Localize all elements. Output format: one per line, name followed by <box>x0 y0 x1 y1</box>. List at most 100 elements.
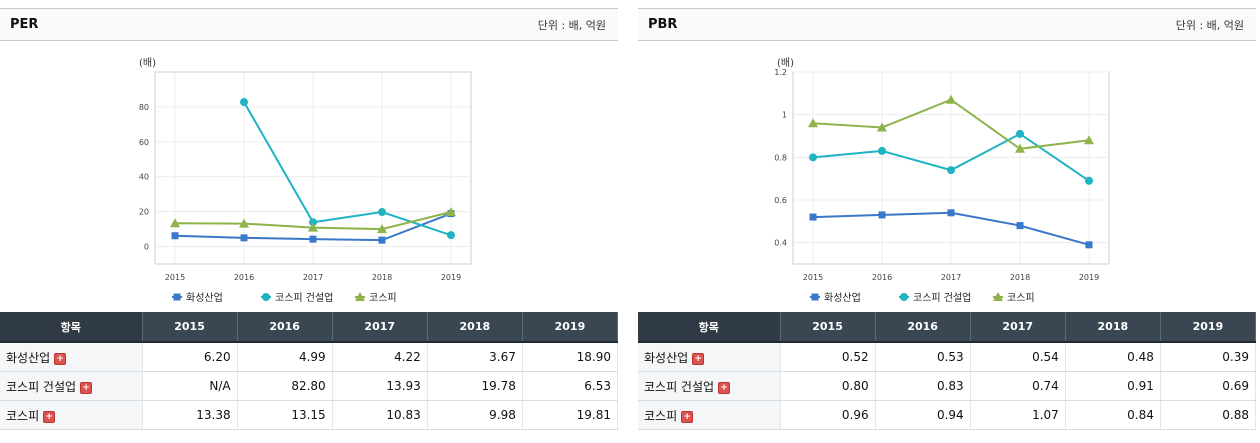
row-label: 화성산업 <box>644 350 689 365</box>
pbr-chart: 0.4 0.6 0.8 1 1.2 2015 2016 2017 2018 2019 (배) 화성산업… <box>774 57 1110 304</box>
per-chart: 0 20 40 60 80 2015 2016 2017 2018 2019 (배) 화성산업 코스피 … <box>139 57 472 304</box>
value-cell: 0.91 <box>1065 371 1161 401</box>
pbr-header-year: 2016 <box>875 312 971 343</box>
per-x-tick-label: 2017 <box>303 273 323 282</box>
per-header: PER 단위 : 배, 억원 <box>0 8 618 41</box>
per-header-item: 항목 <box>0 312 143 343</box>
per-header-year: 2017 <box>332 312 428 343</box>
expand-plus-icon[interactable]: + <box>692 352 705 365</box>
pbr-legend-label: 화성산업 <box>824 291 861 304</box>
pbr-data-point <box>878 146 886 155</box>
pbr-table: 항목 2015 2016 2017 2018 2019 화성산업 + 0.52 0… <box>638 312 1257 430</box>
per-header-year: 2015 <box>142 312 238 343</box>
per-y-tick-label: 60 <box>139 138 149 147</box>
per-legend-label: 코스피 <box>369 292 397 304</box>
per-title: PER <box>10 17 39 32</box>
pbr-header-year: 2018 <box>1065 312 1161 343</box>
pbr-x-tick-label: 2018 <box>1010 273 1030 282</box>
table-row: 화성산업 + 0.52 0.53 0.54 0.48 0.39 <box>638 342 1257 372</box>
pbr-data-point <box>1016 222 1024 230</box>
per-unit: 단위 : 배, 억원 <box>537 19 606 32</box>
pbr-data-point <box>1084 135 1094 145</box>
per-legend-marker <box>355 292 365 301</box>
pbr-data-point <box>1015 143 1025 153</box>
per-y-tick-label: 80 <box>139 103 149 112</box>
value-cell: 6.20 <box>142 342 238 372</box>
per-header-year: 2018 <box>427 312 523 343</box>
per-panel: PER 단위 : 배, 억원 0 20 40 60 80 2015 2016 2017 2018… <box>0 8 619 438</box>
pbr-header-year: 2019 <box>1160 312 1257 343</box>
per-data-point <box>378 236 386 244</box>
per-data-point <box>171 232 179 240</box>
value-cell: 0.96 <box>780 400 876 430</box>
value-cell: 0.80 <box>780 371 876 401</box>
row-label-cell: 코스피 건설업 + <box>638 371 781 401</box>
value-cell: N/A <box>142 371 238 401</box>
pbr-y-tick-label: 0.4 <box>774 239 787 248</box>
pbr-data-point <box>878 211 886 219</box>
pbr-header-item: 항목 <box>638 312 781 343</box>
expand-plus-icon[interactable]: + <box>80 381 93 394</box>
pbr-legend-marker <box>993 292 1003 301</box>
expand-plus-icon[interactable]: + <box>718 381 731 394</box>
value-cell: 0.94 <box>875 400 971 430</box>
row-label-cell: 코스피 건설업 + <box>0 371 143 401</box>
pbr-data-point <box>808 118 818 128</box>
table-row: 코스피 건설업 + N/A 82.80 13.93 19.78 6.53 <box>0 371 619 401</box>
value-cell: 13.93 <box>332 371 428 401</box>
pbr-data-point <box>1085 241 1093 249</box>
per-legend-label: 화성산업 <box>186 291 223 304</box>
pbr-data-point <box>877 122 887 132</box>
pbr-y-axis-label: (배) <box>777 57 794 69</box>
value-cell: 13.15 <box>237 400 333 430</box>
per-legend-marker <box>173 293 181 301</box>
value-cell: 0.88 <box>1160 400 1257 430</box>
pbr-data-point <box>947 209 955 217</box>
value-cell: 3.67 <box>427 342 523 372</box>
expand-plus-icon[interactable]: + <box>43 410 56 423</box>
per-y-tick-label: 40 <box>139 173 149 182</box>
row-label-cell: 화성산업 + <box>0 342 143 372</box>
pbr-y-tick-label: 1 <box>782 111 787 120</box>
pbr-table-header-row: 항목 2015 2016 2017 2018 2019 <box>638 312 1257 343</box>
value-cell: 0.84 <box>1065 400 1161 430</box>
value-cell: 6.53 <box>522 371 619 401</box>
row-label: 코스피 <box>644 408 678 423</box>
pbr-x-tick-label: 2016 <box>872 273 892 282</box>
pbr-x-tick-label: 2015 <box>803 273 823 282</box>
per-y-tick-label: 20 <box>139 208 149 217</box>
value-cell: 0.48 <box>1065 342 1161 372</box>
value-cell: 4.99 <box>237 342 333 372</box>
value-cell: 18.90 <box>522 342 619 372</box>
per-x-tick-label: 2016 <box>234 273 254 282</box>
value-cell: 0.83 <box>875 371 971 401</box>
per-table: 항목 2015 2016 2017 2018 2019 화성산업 + 6.20 4… <box>0 312 619 430</box>
per-x-tick-label: 2018 <box>372 273 392 282</box>
per-data-point <box>240 98 248 107</box>
per-data-point <box>239 218 249 228</box>
pbr-header: PBR 단위 : 배, 억원 <box>638 8 1256 41</box>
row-label-cell: 코스피 + <box>0 400 143 430</box>
per-x-tick-label: 2019 <box>441 273 461 282</box>
expand-plus-icon[interactable]: + <box>681 410 694 423</box>
pbr-title: PBR <box>648 17 678 32</box>
row-label: 코스피 건설업 <box>6 379 77 394</box>
per-legend-label: 코스피 건설업 <box>275 291 333 304</box>
pbr-legend-label: 코스피 건설업 <box>913 291 971 304</box>
pbr-header-year: 2017 <box>970 312 1066 343</box>
expand-plus-icon[interactable]: + <box>54 352 67 365</box>
value-cell: 0.74 <box>970 371 1066 401</box>
table-row: 코스피 건설업 + 0.80 0.83 0.74 0.91 0.69 <box>638 371 1257 401</box>
per-header-year: 2019 <box>522 312 619 343</box>
per-data-point <box>309 218 317 227</box>
value-cell: 82.80 <box>237 371 333 401</box>
pbr-legend-marker <box>811 293 819 301</box>
per-series-line <box>243 101 452 237</box>
value-cell: 0.53 <box>875 342 971 372</box>
pbr-data-point <box>946 94 956 104</box>
row-label-cell: 화성산업 + <box>638 342 781 372</box>
pbr-y-tick-label: 1.2 <box>774 68 787 77</box>
pbr-x-tick-label: 2017 <box>941 273 961 282</box>
row-label: 코스피 건설업 <box>644 379 715 394</box>
per-y-tick-label: 0 <box>144 243 149 252</box>
